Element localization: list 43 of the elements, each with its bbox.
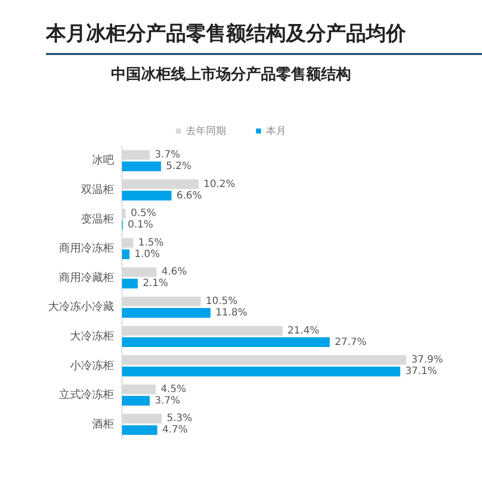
y-tick-label: 双温柜 (81, 184, 114, 196)
data-label: 4.6% (162, 266, 187, 278)
data-label: 1.0% (134, 248, 160, 260)
data-label: 0.1% (128, 220, 154, 231)
data-label: 1.5% (138, 237, 164, 248)
data-label: 10.2% (204, 178, 236, 190)
bar (122, 425, 158, 435)
data-label: 6.6% (176, 190, 202, 202)
data-label: 5.2% (166, 160, 192, 172)
y-tick-label: 大冷冻小冷藏 (48, 300, 114, 314)
bar (122, 308, 210, 318)
data-label: 21.4% (288, 325, 320, 336)
y-tick-label: 小冷冻柜 (70, 358, 114, 372)
y-tick-label: 商用冷藏柜 (59, 270, 114, 284)
data-label: 11.8% (216, 307, 248, 318)
data-label: 27.7% (334, 336, 367, 348)
data-label: 0.5% (130, 208, 156, 220)
y-tick-label: 变温柜 (81, 212, 114, 226)
data-label: 37.1% (405, 366, 438, 378)
legend-label: 本月 (266, 124, 286, 137)
data-label: 2.1% (142, 278, 168, 290)
data-label: 10.5% (206, 296, 238, 308)
y-tick-label: 冰吧 (92, 154, 114, 167)
bar (122, 249, 130, 260)
bar (122, 278, 138, 288)
bar (122, 396, 150, 406)
bar (122, 366, 400, 376)
y-tick-label: 立式冷冻柜 (59, 388, 114, 402)
data-label: 3.7% (154, 395, 180, 406)
data-label: 5.3% (166, 413, 192, 424)
y-tick-label: 大冷冻柜 (70, 329, 114, 342)
bar (122, 162, 161, 172)
bar (122, 337, 330, 348)
legend-label: 去年同期 (186, 124, 226, 137)
y-tick-label: 酒柜 (92, 417, 114, 430)
chart-title: 本月冰柜分产品零售额结构及分产品均价 (46, 20, 482, 55)
bar (122, 190, 172, 201)
y-tick-label: 商用冷冻柜 (59, 242, 114, 255)
data-label: 37.9% (411, 354, 444, 366)
data-label: 3.7% (154, 150, 180, 161)
chart-subtitle: 中国冰柜线上市场分产品零售额结构 (111, 65, 351, 84)
data-label: 4.5% (160, 384, 186, 395)
data-label: 4.7% (162, 424, 188, 436)
